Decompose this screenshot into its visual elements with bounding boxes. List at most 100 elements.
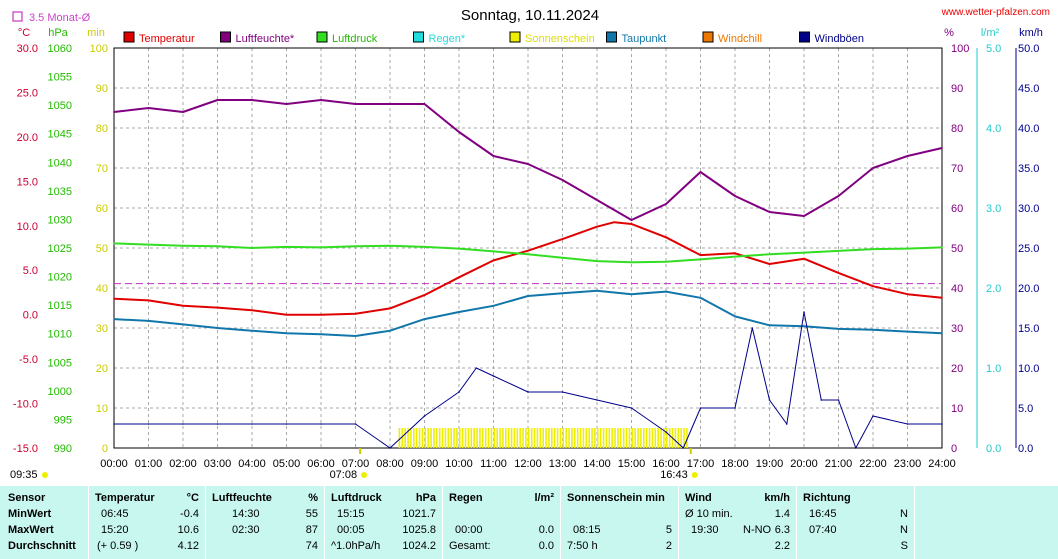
data-point	[354, 335, 357, 337]
data-point	[941, 296, 943, 299]
wind-avg10: 1.4	[774, 508, 790, 520]
data-point	[699, 407, 702, 409]
wind-unit: km/h	[764, 492, 790, 504]
data-point	[699, 296, 702, 299]
data-point	[734, 255, 736, 258]
temp-avg-trend: (+ 0.59 )	[97, 540, 139, 552]
data-point	[665, 260, 667, 263]
data-point	[630, 407, 633, 409]
sunshine-bar	[487, 428, 490, 448]
sunshine-bar	[551, 428, 553, 448]
sunshine-bar	[574, 428, 576, 448]
data-point	[527, 391, 529, 393]
wind-tick-label: 35.0	[1018, 163, 1039, 175]
data-point	[561, 391, 564, 393]
wind-avg: 2.2	[774, 540, 790, 552]
data-point	[561, 238, 564, 240]
row-label-sensor: Sensor	[8, 492, 46, 504]
rain-tick-label: 1.0	[986, 363, 1001, 375]
data-point	[285, 332, 288, 335]
data-point	[458, 276, 460, 279]
sunshine-bar	[637, 428, 639, 448]
avg-legend-label: 3.5 Monat-Ø	[29, 12, 91, 24]
press-tick-label: 1025	[48, 243, 72, 255]
sunshine-bar	[674, 428, 677, 448]
temp-min: -0.4	[180, 508, 199, 520]
legend-swatch	[702, 31, 714, 43]
temp-max-time: 15:20	[101, 524, 129, 536]
data-point	[113, 111, 115, 113]
sunshine-bar	[513, 428, 516, 448]
wind-tick-label: 25.0	[1018, 243, 1039, 255]
press-min-time: 15:15	[337, 508, 365, 520]
sunshine-bar	[502, 428, 504, 448]
x-tick-label: 09:00	[411, 458, 439, 470]
data-point	[389, 329, 391, 332]
data-point	[837, 272, 840, 274]
data-point	[872, 167, 874, 169]
data-point	[596, 260, 598, 262]
sunshine-bar	[493, 428, 496, 448]
data-point	[734, 407, 736, 409]
legend-swatch	[220, 31, 231, 43]
col-temperatur: Temperatur °C 06:45 -0.4 15:20 10.6 (+ 0…	[88, 486, 205, 559]
temp-unit: °C	[186, 492, 199, 504]
sunshine-bar	[499, 428, 501, 448]
data-point	[320, 99, 322, 101]
data-point	[458, 131, 460, 133]
sunrise-time: 07:08	[330, 469, 358, 481]
sunshine-bar	[597, 428, 599, 448]
data-point	[837, 328, 840, 330]
data-point	[423, 415, 426, 417]
wind-max: 6.3	[774, 524, 790, 536]
sunshine-bar	[660, 428, 662, 448]
temp-tick-label: 20.0	[17, 132, 38, 144]
col-richtung: Richtung 16:45 N 07:40 N S	[796, 486, 914, 559]
dir-min-time: 16:45	[809, 508, 837, 520]
data-point	[630, 219, 633, 221]
sunshine-bar	[418, 428, 421, 448]
col-regen: Regen l/m² 00:00 0.0 Gesamt: 0.0	[442, 486, 560, 559]
data-point	[182, 111, 184, 113]
data-point	[768, 399, 771, 401]
data-point	[906, 293, 909, 296]
sunshine-bar	[444, 428, 447, 448]
wind-tick-label: 40.0	[1018, 123, 1039, 135]
data-point	[837, 195, 840, 197]
data-point	[251, 423, 253, 425]
data-point	[216, 245, 219, 248]
data-point	[596, 199, 598, 201]
data-point	[872, 415, 874, 417]
data-point	[820, 399, 823, 401]
sun-tick-label: 0	[102, 443, 108, 455]
legend-swatch	[606, 31, 617, 43]
data-point	[320, 313, 322, 316]
sunshine-bar	[461, 428, 464, 448]
rain-max-time: 00:00	[455, 524, 483, 536]
rain-tick-label: 0.0	[986, 443, 1001, 455]
data-point	[734, 252, 736, 255]
chart-series	[113, 99, 943, 449]
data-point	[113, 318, 115, 320]
sunshine-bar	[579, 428, 582, 448]
data-point	[596, 399, 598, 401]
press-tick-label: 1055	[48, 72, 72, 84]
sunshine-bar	[663, 428, 665, 448]
data-point	[699, 171, 702, 173]
sunshine-bar	[456, 428, 458, 448]
sunshine-bar	[404, 428, 406, 448]
x-tick-label: 05:00	[273, 458, 301, 470]
sunshine-bar	[588, 428, 590, 448]
press-tick-label: 990	[54, 443, 72, 455]
data-point	[561, 179, 564, 181]
data-point	[854, 447, 857, 449]
sunshine-bar	[548, 428, 550, 448]
hum-tick-label: 40	[951, 283, 963, 295]
data-point	[251, 247, 253, 249]
col-empty	[914, 486, 1058, 559]
press-max-time: 00:05	[337, 524, 365, 536]
sunshine-bar	[525, 428, 527, 448]
wind-max-time: 19:30	[691, 524, 719, 536]
hum-tick-label: 20	[951, 363, 963, 375]
sunshine-bar	[585, 428, 588, 448]
